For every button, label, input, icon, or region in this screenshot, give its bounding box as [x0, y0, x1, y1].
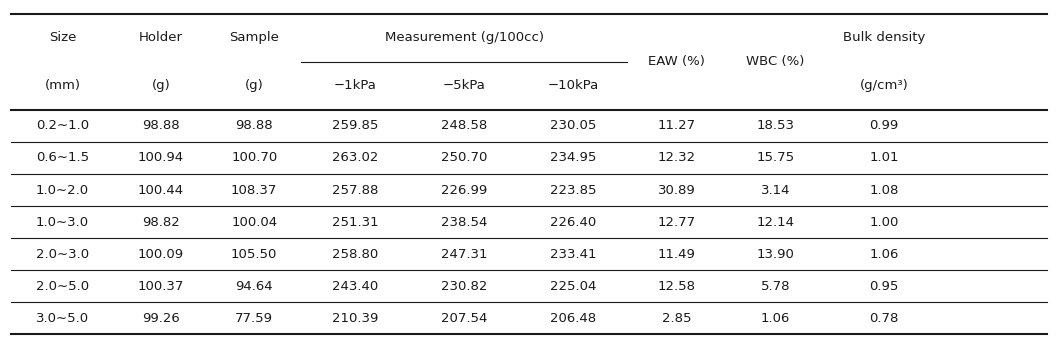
Text: 3.14: 3.14	[761, 183, 790, 197]
Text: 1.0∼3.0: 1.0∼3.0	[36, 215, 89, 229]
Text: 248.58: 248.58	[441, 119, 488, 133]
Text: 100.94: 100.94	[138, 151, 184, 165]
Text: (g/cm³): (g/cm³)	[860, 79, 909, 93]
Text: 1.00: 1.00	[870, 215, 899, 229]
Text: 13.90: 13.90	[756, 247, 795, 261]
Text: Holder: Holder	[139, 31, 183, 45]
Text: 12.14: 12.14	[756, 215, 795, 229]
Text: 2.0∼5.0: 2.0∼5.0	[36, 279, 89, 293]
Text: 1.06: 1.06	[761, 311, 790, 325]
Text: Sample: Sample	[230, 31, 279, 45]
Text: −10kPa: −10kPa	[547, 79, 599, 93]
Text: 5.78: 5.78	[761, 279, 790, 293]
Text: 1.06: 1.06	[870, 247, 899, 261]
Text: 233.41: 233.41	[550, 247, 597, 261]
Text: 259.85: 259.85	[332, 119, 379, 133]
Text: 1.01: 1.01	[870, 151, 899, 165]
Text: 2.85: 2.85	[662, 311, 692, 325]
Text: 12.77: 12.77	[658, 215, 696, 229]
Text: 250.70: 250.70	[441, 151, 488, 165]
Text: 2.0∼3.0: 2.0∼3.0	[36, 247, 89, 261]
Text: WBC (%): WBC (%)	[746, 55, 804, 69]
Text: 238.54: 238.54	[441, 215, 488, 229]
Text: 98.82: 98.82	[142, 215, 180, 229]
Text: −1kPa: −1kPa	[334, 79, 377, 93]
Text: 247.31: 247.31	[441, 247, 488, 261]
Text: 0.95: 0.95	[870, 279, 899, 293]
Text: 100.44: 100.44	[138, 183, 184, 197]
Text: 226.40: 226.40	[550, 215, 597, 229]
Text: 0.2∼1.0: 0.2∼1.0	[36, 119, 89, 133]
Text: 0.99: 0.99	[870, 119, 898, 133]
Text: 99.26: 99.26	[142, 311, 180, 325]
Text: 225.04: 225.04	[550, 279, 597, 293]
Text: 258.80: 258.80	[332, 247, 379, 261]
Text: EAW (%): EAW (%)	[649, 55, 706, 69]
Text: 230.05: 230.05	[550, 119, 597, 133]
Text: 263.02: 263.02	[332, 151, 379, 165]
Text: 251.31: 251.31	[332, 215, 379, 229]
Text: 30.89: 30.89	[658, 183, 695, 197]
Text: (mm): (mm)	[44, 79, 80, 93]
Text: 98.88: 98.88	[142, 119, 180, 133]
Text: (g): (g)	[244, 79, 263, 93]
Text: 18.53: 18.53	[756, 119, 795, 133]
Text: 12.32: 12.32	[658, 151, 696, 165]
Text: 11.49: 11.49	[658, 247, 696, 261]
Text: 94.64: 94.64	[236, 279, 273, 293]
Text: 15.75: 15.75	[756, 151, 795, 165]
Text: 207.54: 207.54	[441, 311, 488, 325]
Text: 234.95: 234.95	[550, 151, 597, 165]
Text: Bulk density: Bulk density	[843, 31, 926, 45]
Text: 100.37: 100.37	[138, 279, 184, 293]
Text: 3.0∼5.0: 3.0∼5.0	[36, 311, 89, 325]
Text: 210.39: 210.39	[332, 311, 379, 325]
Text: −5kPa: −5kPa	[442, 79, 486, 93]
Text: Size: Size	[49, 31, 76, 45]
Text: 77.59: 77.59	[235, 311, 273, 325]
Text: 98.88: 98.88	[236, 119, 273, 133]
Text: 105.50: 105.50	[231, 247, 277, 261]
Text: 226.99: 226.99	[441, 183, 488, 197]
Text: 230.82: 230.82	[441, 279, 488, 293]
Text: 1.0∼2.0: 1.0∼2.0	[36, 183, 89, 197]
Text: 12.58: 12.58	[658, 279, 696, 293]
Text: 206.48: 206.48	[550, 311, 596, 325]
Text: 1.08: 1.08	[870, 183, 899, 197]
Text: 100.70: 100.70	[231, 151, 277, 165]
Text: 0.6∼1.5: 0.6∼1.5	[36, 151, 89, 165]
Text: 0.78: 0.78	[870, 311, 899, 325]
Text: Measurement (g/100cc): Measurement (g/100cc)	[385, 31, 544, 45]
Text: 243.40: 243.40	[332, 279, 379, 293]
Text: 257.88: 257.88	[332, 183, 379, 197]
Text: (g): (g)	[151, 79, 170, 93]
Text: 108.37: 108.37	[231, 183, 277, 197]
Text: 223.85: 223.85	[550, 183, 597, 197]
Text: 100.09: 100.09	[138, 247, 184, 261]
Text: 11.27: 11.27	[658, 119, 696, 133]
Text: 100.04: 100.04	[232, 215, 277, 229]
